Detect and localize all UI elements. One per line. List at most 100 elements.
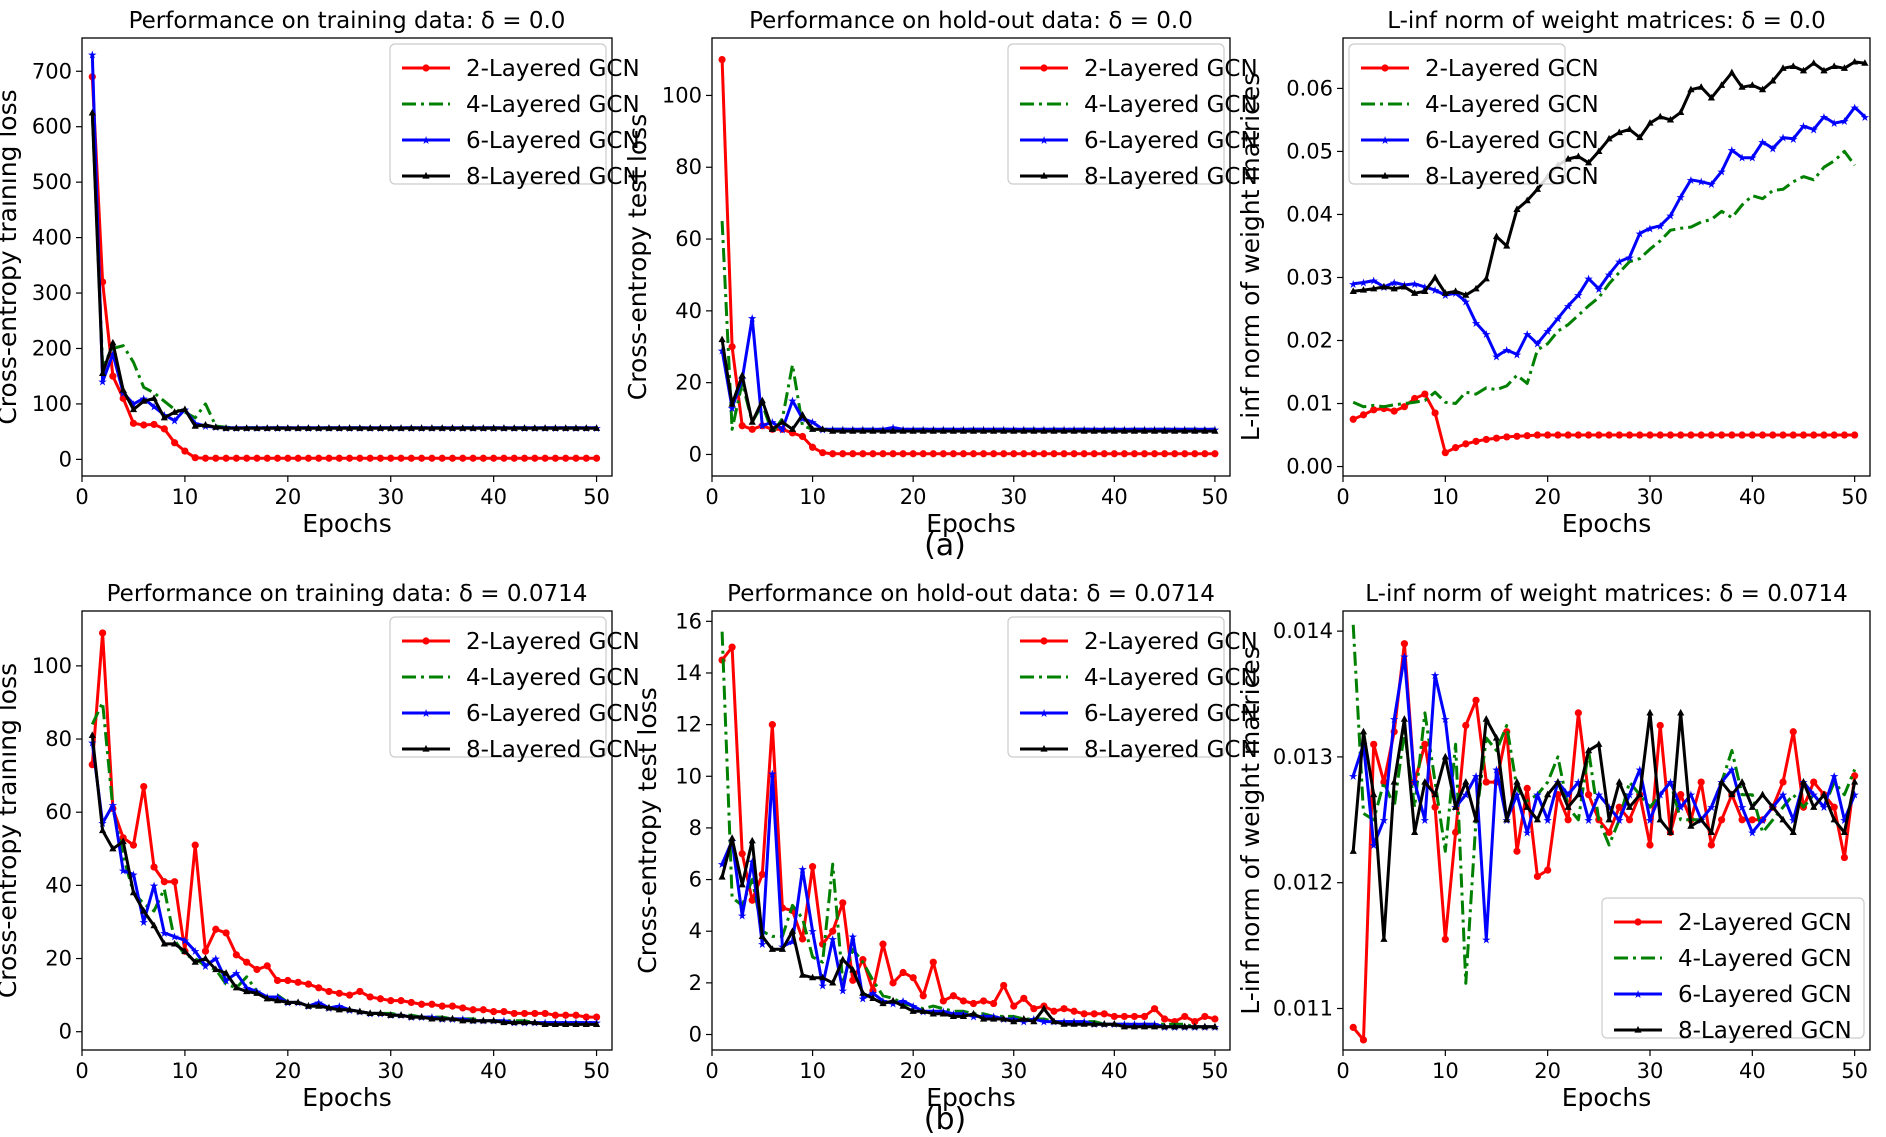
data-point [1349, 415, 1357, 423]
y-tick-label: 6 [689, 868, 702, 892]
data-point [1110, 1012, 1118, 1021]
x-tick-label: 0 [75, 485, 88, 509]
data-point [1191, 427, 1199, 434]
data-point [1100, 1010, 1108, 1018]
data-point [1646, 431, 1654, 439]
data-point [1150, 450, 1159, 458]
data-point [959, 427, 968, 434]
data-point [448, 1014, 457, 1022]
legend-label-4L: 4-Layered GCN [1678, 946, 1852, 972]
data-point [253, 424, 261, 431]
legend-label-2L: 2-Layered GCN [1084, 629, 1258, 655]
data-point: ★ [190, 945, 200, 958]
x-axis-label: Epochs [1562, 509, 1652, 538]
data-point [1472, 437, 1480, 445]
data-point [109, 372, 117, 380]
data-point: ★ [808, 925, 818, 938]
data-point [1615, 778, 1623, 785]
data-point: ★ [1635, 227, 1645, 240]
y-tick-label: 20 [675, 371, 702, 395]
data-point [748, 425, 756, 433]
data-point [397, 1011, 405, 1018]
data-point [140, 906, 148, 914]
data-point [1830, 803, 1838, 811]
y-tick-label: 0.01 [1286, 392, 1333, 416]
legend: 2-Layered GCN 4-Layered GCN ★ 6-Layered GCN… [1601, 897, 1865, 1044]
data-point: ★ [129, 398, 139, 411]
data-point [1595, 431, 1603, 439]
data-point: ★ [1039, 1016, 1049, 1029]
data-point: ★ [201, 960, 211, 973]
data-point [1595, 147, 1603, 155]
data-point: ★ [1399, 650, 1409, 663]
data-point: ★ [1471, 317, 1481, 330]
data-point [1400, 403, 1408, 411]
data-point [1181, 427, 1189, 434]
data-point [243, 424, 251, 431]
x-tick-label: 50 [1202, 485, 1229, 509]
data-point [438, 1002, 446, 1010]
data-point [582, 1020, 590, 1027]
data-point [1840, 828, 1849, 835]
data-point [1080, 450, 1088, 458]
legend-box [389, 616, 607, 758]
data-point [1130, 1012, 1139, 1021]
data-point [490, 1007, 498, 1016]
data-point [1810, 803, 1818, 810]
data-point: ★ [1666, 776, 1676, 789]
series-line [720, 316, 1215, 431]
data-point: ★ [808, 416, 818, 429]
data-point [869, 450, 877, 458]
data-point [181, 405, 189, 413]
data-point: ★ [767, 416, 777, 429]
data-point [191, 454, 199, 462]
chart-title: L-inf norm of weight matrices: δ = 0.071… [1365, 581, 1847, 607]
data-point [1421, 287, 1429, 294]
y-axis-label: Cross-entropy training loss [0, 89, 22, 424]
data-point [1171, 427, 1179, 434]
data-point [979, 427, 988, 434]
data-point [1718, 81, 1726, 88]
data-point: ★ [1758, 136, 1768, 149]
data-point [738, 850, 746, 858]
data-point [1728, 790, 1736, 798]
data-point [109, 338, 117, 346]
data-point [1851, 57, 1859, 65]
data-point: ★ [788, 395, 798, 408]
data-point [899, 968, 907, 977]
data-point [541, 454, 549, 462]
data-point [1390, 407, 1398, 415]
data-point: ★ [1819, 801, 1829, 814]
data-point [1050, 1007, 1058, 1015]
data-point [728, 343, 736, 351]
data-point: ★ [1389, 713, 1399, 726]
data-point [1370, 740, 1378, 748]
legend-label-6L: 6-Layered GCN [1084, 128, 1258, 154]
data-point: ★ [1522, 826, 1532, 839]
data-point [315, 1002, 323, 1009]
data-point [232, 424, 240, 431]
plot-frame [1342, 37, 1871, 477]
data-point [541, 424, 549, 431]
data-point [1100, 427, 1108, 434]
data-point [212, 965, 220, 973]
data-point: ★ [1563, 789, 1573, 802]
data-point [869, 427, 877, 434]
data-point [1625, 816, 1634, 824]
data-point [356, 424, 364, 431]
data-point [1441, 935, 1449, 943]
data-point [829, 978, 837, 986]
legend: 2-Layered GCN 4-Layered GCN ★ 6-Layered GCN… [1007, 616, 1258, 763]
y-tick-label: 500 [32, 170, 72, 194]
data-point: ★ [1430, 284, 1440, 297]
x-tick-label: 10 [1432, 485, 1459, 509]
data-point [222, 969, 230, 976]
data-point [728, 400, 736, 407]
legend-box [1007, 43, 1225, 185]
data-point [418, 1000, 426, 1008]
data-point [1370, 406, 1378, 414]
data-point [201, 454, 210, 462]
legend-box [1601, 897, 1865, 1039]
y-tick-label: 0 [689, 442, 702, 466]
